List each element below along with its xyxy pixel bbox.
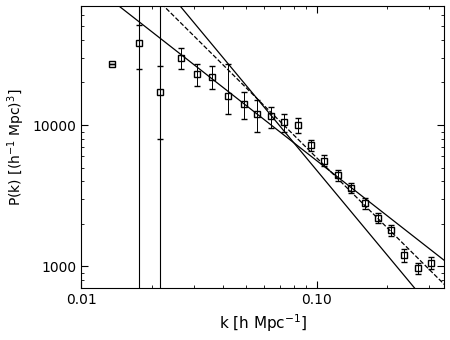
Y-axis label: P(k) [(h$^{-1}$ Mpc)$^3$]: P(k) [(h$^{-1}$ Mpc)$^3$] xyxy=(5,88,27,206)
X-axis label: k [h Mpc$^{-1}$]: k [h Mpc$^{-1}$] xyxy=(219,313,307,335)
